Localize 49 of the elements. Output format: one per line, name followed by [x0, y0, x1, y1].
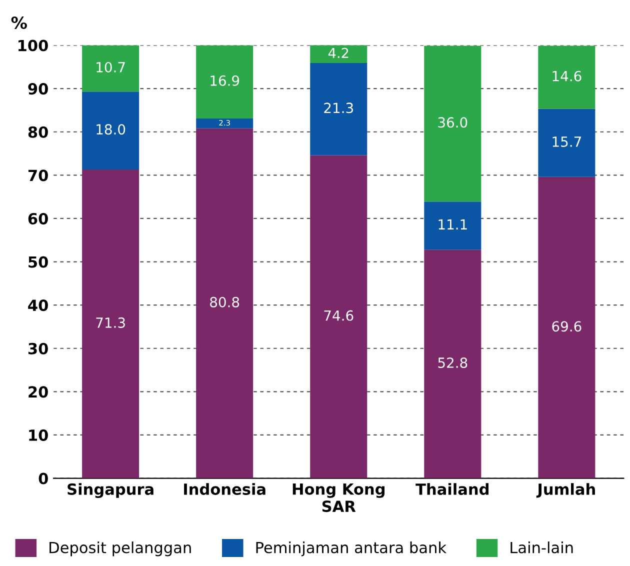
- data-label: 21.3: [324, 102, 353, 114]
- legend-label: Lain-lain: [510, 541, 573, 554]
- bar: [310, 45, 368, 64]
- data-label: 4.2: [328, 48, 348, 58]
- legend-label: Peminjaman antara bank: [256, 541, 446, 556]
- y-tick-label: 40: [28, 300, 48, 312]
- y-tick-label: 60: [28, 212, 48, 224]
- y-tick-label: 70: [28, 170, 48, 182]
- bar: [82, 92, 140, 170]
- y-tick-label: 0: [38, 472, 48, 484]
- bar: [424, 202, 482, 250]
- data-label: 74.6: [324, 310, 354, 321]
- data-label: 14.6: [552, 70, 582, 82]
- data-label: 11.1: [438, 219, 467, 230]
- x-tick-label: Hong Kong SAR: [292, 483, 384, 512]
- data-label: 18.0: [96, 124, 126, 135]
- bar: [310, 63, 368, 156]
- data-label: 10.7: [96, 62, 125, 72]
- bar: [538, 108, 596, 177]
- y-tick-label: 20: [28, 386, 48, 398]
- legend-label: Deposit pelanggan: [50, 541, 191, 556]
- bar: [424, 46, 482, 202]
- data-label: 71.3: [96, 317, 125, 328]
- bar: [538, 176, 596, 478]
- bar: [196, 128, 254, 478]
- y-tick-label: 100: [18, 40, 48, 52]
- bar: [310, 155, 368, 478]
- x-tick-label: Jumlah: [536, 483, 595, 498]
- data-label: 80.8: [210, 296, 240, 308]
- data-label: 36.0: [438, 117, 468, 128]
- bar: [424, 250, 482, 478]
- y-tick-label: 90: [28, 83, 48, 95]
- bar: [82, 45, 140, 92]
- x-tick-label: Thailand: [416, 483, 488, 495]
- bar: [196, 45, 254, 118]
- bar: [538, 46, 596, 109]
- y-tick-label: 30: [28, 342, 48, 354]
- data-label: 69.6: [552, 321, 582, 332]
- y-tick-label: 10: [29, 429, 48, 441]
- x-tick-label: Singapura: [68, 483, 154, 498]
- y-tick-label: 50: [28, 256, 48, 268]
- data-label: 15.7: [552, 136, 581, 147]
- bar: [82, 170, 140, 478]
- y-axis-title: %: [11, 16, 27, 30]
- y-tick-label: 80: [28, 126, 48, 138]
- data-label: 52.8: [438, 357, 468, 368]
- data-label: 16.9: [210, 75, 240, 86]
- bar: [196, 118, 254, 128]
- x-tick-label: Indonesia: [184, 483, 266, 495]
